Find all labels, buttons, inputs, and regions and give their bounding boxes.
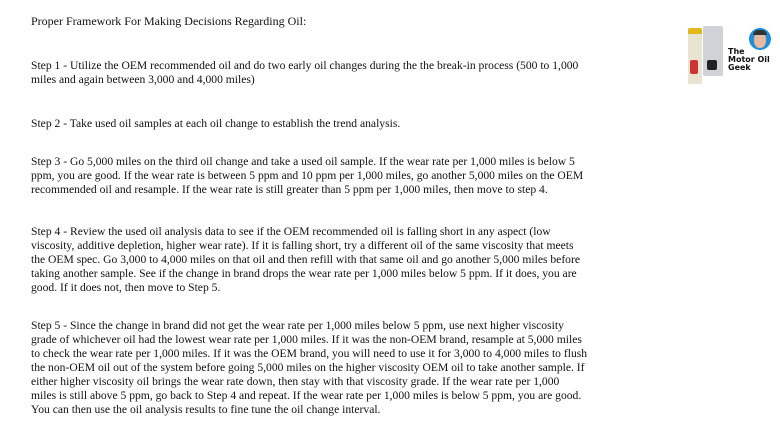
logo-text: The Motor Oil Geek [728,48,770,72]
oil-bottle-icon [690,60,698,74]
step-1: Step 1 - Utilize the OEM recommended oil… [31,59,578,87]
step-line: the OEM spec. Go 3,000 to 4,000 miles on… [31,253,580,266]
step-line: recommended oil and resample. If the wea… [31,183,548,196]
step-line: Step 5 - Since the change in brand did n… [31,319,564,332]
logo-line: Geek [728,63,751,72]
step-line: miles is still above 5 ppm, go back to S… [31,389,582,402]
step-line: You can then use the oil analysis result… [31,403,381,416]
step-line: viscosity, additive depletion, higher we… [31,239,574,252]
step-line: Step 1 - Utilize the OEM recommended oil… [31,59,579,72]
logo-line: The [728,47,745,56]
oil-bottle-icon [707,60,717,70]
step-line: the non-OEM oil out of the system before… [31,361,585,374]
step-4: Step 4 - Review the used oil analysis da… [31,225,580,295]
step-line: taking another sample. See if the change… [31,267,577,280]
step-5: Step 5 - Since the change in brand did n… [31,319,587,417]
step-line: either higher viscosity oil brings the w… [31,375,560,388]
step-line: Step 4 - Review the used oil analysis da… [31,225,551,238]
motor-oil-geek-logo: The Motor Oil Geek [683,20,780,84]
step-line: Step 3 - Go 5,000 miles on the third oil… [31,155,575,168]
logo-line: Motor Oil [728,55,770,64]
page-title: Proper Framework For Making Decisions Re… [31,14,307,28]
step-line: Step 2 - Take used oil samples at each o… [31,117,401,130]
oil-bottle-icon [688,28,702,84]
step-line: good. If it does not, then move to Step … [31,281,221,294]
step-line: miles and again between 3,000 and 4,000 … [31,73,255,86]
step-3: Step 3 - Go 5,000 miles on the third oil… [31,155,583,197]
step-2: Step 2 - Take used oil samples at each o… [31,117,400,131]
avatar [749,28,771,50]
step-line: ppm, you are good. If the wear rate is b… [31,169,584,182]
step-line: to check the wear rate per 1,000 miles. … [31,347,588,360]
step-line: grade of whichever oil had the lowest we… [31,333,582,346]
